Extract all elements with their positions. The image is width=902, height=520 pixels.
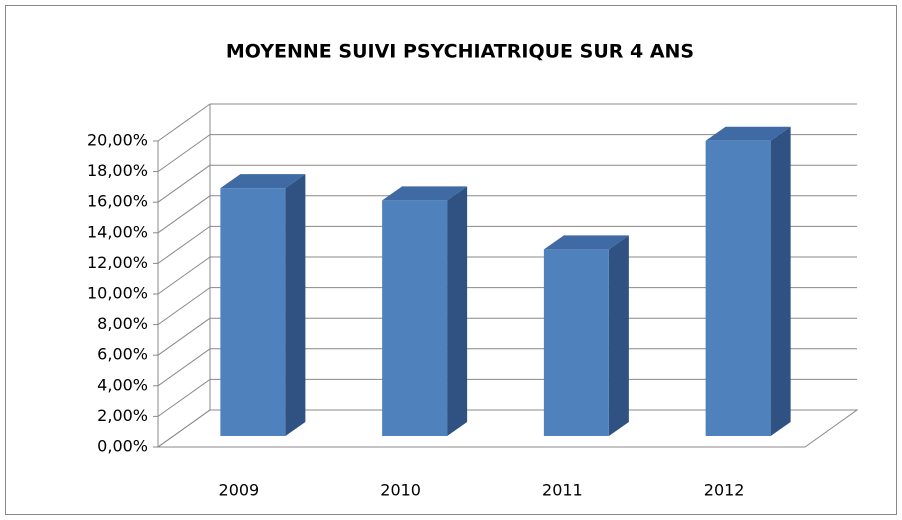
x-tick-label: 2009 (219, 481, 260, 500)
y-tick-label: 12,00% (87, 253, 148, 272)
grid-line (157, 287, 211, 326)
bar-side (285, 174, 306, 436)
y-tick-label: 2,00% (97, 406, 148, 425)
grid-line (157, 409, 211, 448)
bar-front (220, 188, 286, 436)
y-tick-label: 8,00% (97, 314, 148, 333)
grid-line (157, 256, 211, 295)
bar-top (543, 235, 629, 250)
grid-line (157, 195, 211, 234)
y-tick-label: 10,00% (87, 284, 148, 303)
grid-line (157, 103, 211, 142)
grid-line (157, 134, 211, 173)
y-tick-label: 16,00% (87, 192, 148, 211)
y-tick-label: 4,00% (97, 375, 148, 394)
bar-front (382, 200, 448, 436)
x-tick-label: 2010 (380, 481, 421, 500)
bar-front (705, 140, 771, 436)
y-tick-label: 20,00% (87, 131, 148, 150)
chart-title: MOYENNE SUIVI PSYCHIATRIQUE SUR 4 ANS (226, 41, 694, 63)
x-tick-label: 2011 (542, 481, 583, 500)
bar-side (770, 126, 791, 437)
grid-line (157, 348, 211, 387)
y-tick-label: 6,00% (97, 345, 148, 364)
bar (382, 186, 468, 436)
grid-line (157, 164, 211, 203)
x-tick-label: 2012 (704, 481, 745, 500)
bar-side (608, 235, 629, 436)
grid-line (157, 317, 211, 356)
bar-top (382, 186, 468, 201)
y-tick-label: 18,00% (87, 161, 148, 180)
bar-front (543, 249, 609, 436)
bar (705, 126, 791, 437)
bar (220, 174, 306, 436)
bar-side (447, 186, 468, 436)
bar (543, 235, 629, 436)
grid-line (157, 225, 211, 264)
y-tick-label: 0,00% (97, 437, 148, 456)
grid-line (157, 378, 211, 417)
y-tick-label: 14,00% (87, 222, 148, 241)
bar-top (705, 126, 791, 141)
bar-top (220, 174, 306, 189)
